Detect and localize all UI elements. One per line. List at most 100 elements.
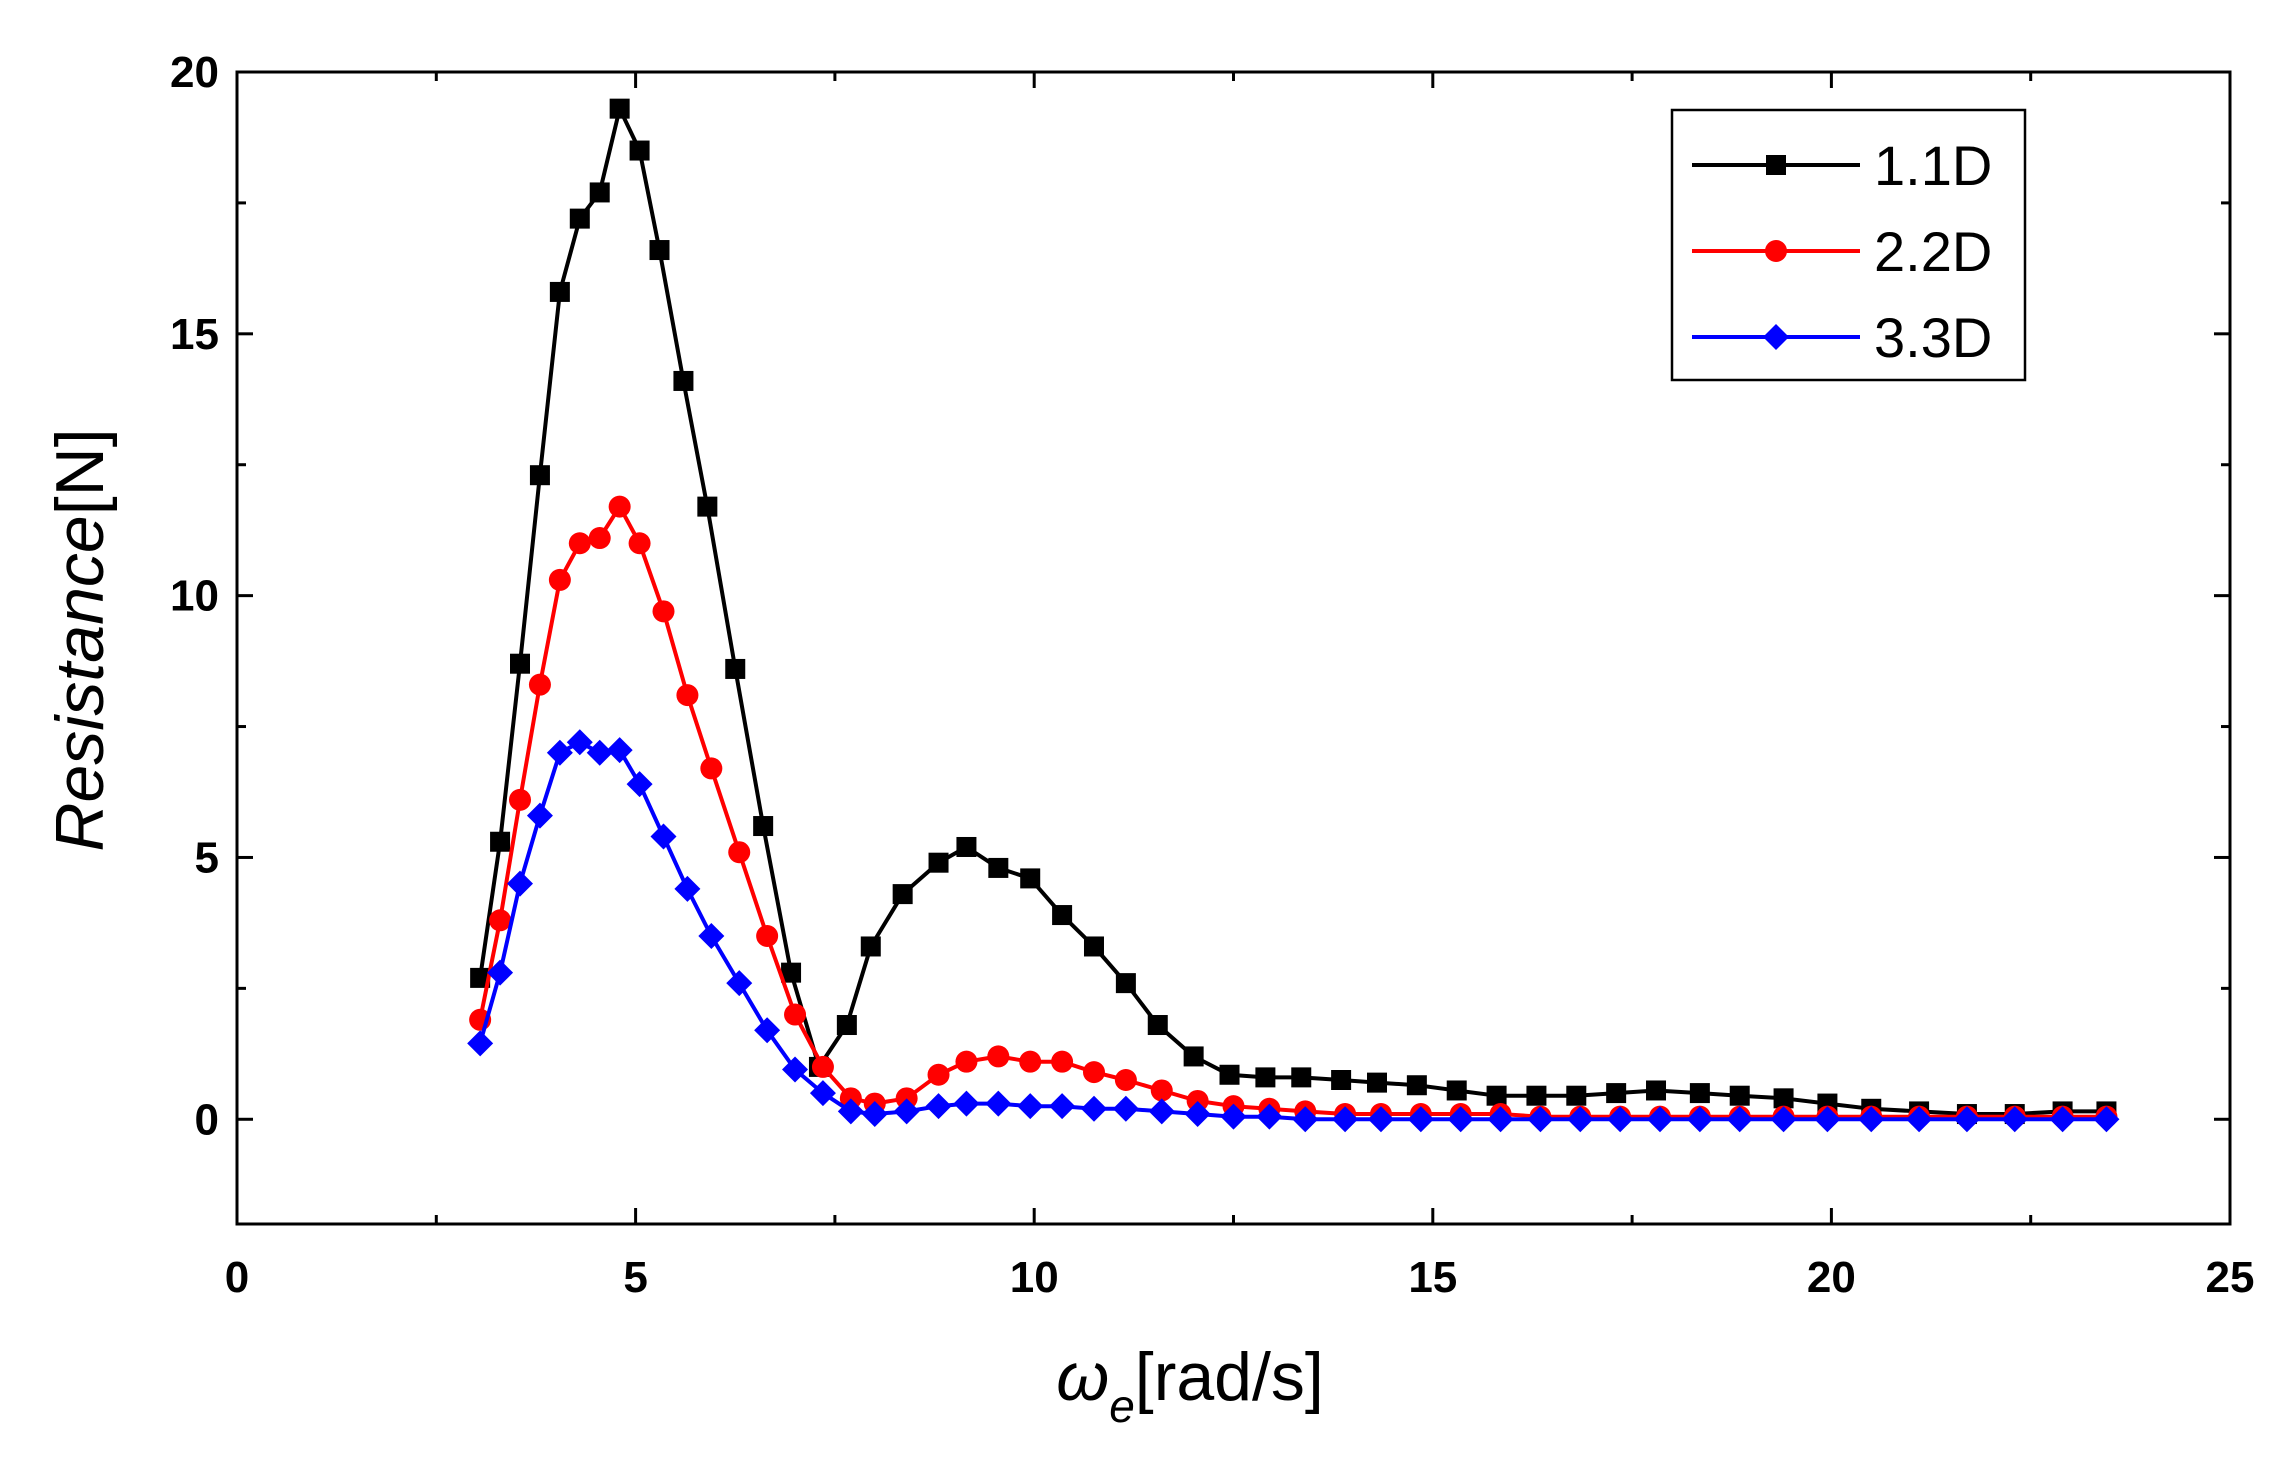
data-point-2.2D-27 <box>1186 1089 1209 1112</box>
data-point-1.1D-21 <box>988 857 1009 878</box>
data-point-3.3D-27 <box>1184 1101 1211 1128</box>
data-point-1.1D-25 <box>1115 973 1136 994</box>
data-point-3.3D-11 <box>698 923 725 949</box>
data-point-1.1D-3 <box>529 465 550 486</box>
data-point-2.2D-19 <box>927 1063 950 1086</box>
legend-label-1.1D: 1.1D <box>1874 134 1992 197</box>
data-point-1.1D-17 <box>860 936 881 957</box>
data-point-1.1D-11 <box>697 496 718 517</box>
data-point-2.2D-21 <box>987 1045 1010 1068</box>
data-point-1.1D-39 <box>1646 1080 1667 1101</box>
data-point-3.3D-2 <box>507 870 534 897</box>
data-point-3.3D-29 <box>1256 1103 1283 1130</box>
y-tick-label-1: 5 <box>195 833 219 882</box>
x-tick-label-0: 0 <box>225 1253 249 1302</box>
data-point-3.3D-37 <box>1567 1106 1594 1133</box>
data-point-2.2D-3 <box>528 673 551 696</box>
y-axis-title-unit: [N] <box>42 428 118 515</box>
data-point-2.2D-12 <box>728 841 751 864</box>
data-point-3.3D-30 <box>1292 1106 1319 1133</box>
data-point-1.1D-29 <box>1255 1067 1276 1088</box>
data-point-3.3D-14 <box>782 1056 809 1083</box>
x-tick-label-1: 5 <box>623 1253 647 1302</box>
data-point-1.1D-8 <box>629 140 650 161</box>
data-point-1.1D-1 <box>490 831 511 852</box>
y-tick-label-3: 15 <box>170 310 219 359</box>
legend-label-2.2D: 2.2D <box>1874 220 1992 283</box>
data-point-3.3D-25 <box>1112 1095 1139 1122</box>
data-point-1.1D-12 <box>725 658 746 679</box>
legend-marker-3.3D <box>1763 324 1789 350</box>
y-axis-title-italic: Resistance <box>42 515 118 851</box>
data-point-1.1D-20 <box>956 836 977 857</box>
y-tick-label-4: 20 <box>170 48 219 97</box>
data-point-1.1D-5 <box>569 208 590 229</box>
data-point-1.1D-41 <box>1729 1085 1750 1106</box>
data-point-3.3D-39 <box>1647 1106 1674 1133</box>
data-point-1.1D-18 <box>892 884 913 905</box>
data-point-3.3D-42 <box>1770 1106 1797 1133</box>
data-point-3.3D-36 <box>1527 1106 1554 1133</box>
data-point-1.1D-37 <box>1566 1085 1587 1106</box>
series-3.3D <box>467 729 2120 1133</box>
y-tick-label-0: 0 <box>195 1095 219 1144</box>
data-point-1.1D-16 <box>836 1015 857 1036</box>
data-point-2.2D-26 <box>1150 1079 1173 1102</box>
data-point-3.3D-32 <box>1367 1106 1394 1133</box>
data-point-2.2D-4 <box>548 568 571 591</box>
data-point-3.3D-0 <box>467 1030 494 1057</box>
data-point-1.1D-32 <box>1366 1072 1387 1093</box>
data-point-3.3D-48 <box>2049 1106 2076 1133</box>
data-point-2.2D-14 <box>784 1003 807 1026</box>
data-point-1.1D-7 <box>609 98 630 119</box>
data-point-1.1D-24 <box>1083 936 1104 957</box>
data-point-2.2D-1 <box>489 909 512 932</box>
data-point-2.2D-15 <box>811 1055 834 1078</box>
data-point-3.3D-40 <box>1686 1106 1713 1133</box>
data-point-3.3D-12 <box>726 970 753 997</box>
data-point-1.1D-10 <box>673 370 694 391</box>
series-layer <box>467 98 2120 1133</box>
data-point-2.2D-7 <box>608 495 631 518</box>
data-point-2.2D-22 <box>1019 1050 1042 1073</box>
data-point-3.3D-22 <box>1017 1093 1044 1120</box>
data-point-1.1D-9 <box>649 240 670 261</box>
data-point-2.2D-10 <box>676 684 699 707</box>
data-point-3.3D-15 <box>809 1080 836 1107</box>
data-point-1.1D-6 <box>589 182 610 203</box>
data-point-1.1D-13 <box>753 816 774 837</box>
data-point-1.1D-23 <box>1052 905 1073 926</box>
data-point-3.3D-19 <box>925 1093 952 1120</box>
legend-entries: 1.1D 2.2D 3.3D <box>1692 134 1992 369</box>
data-point-1.1D-33 <box>1406 1075 1427 1096</box>
data-point-1.1D-22 <box>1020 868 1041 889</box>
data-point-1.1D-42 <box>1773 1088 1794 1109</box>
data-point-1.1D-28 <box>1219 1064 1240 1085</box>
data-point-2.2D-20 <box>955 1050 978 1073</box>
data-point-3.3D-1 <box>487 959 514 986</box>
data-point-3.3D-41 <box>1726 1106 1753 1133</box>
data-point-1.1D-2 <box>510 653 531 674</box>
data-point-3.3D-3 <box>526 802 553 829</box>
axis-layer: 0 5 10 15 20 25 0 5 10 15 20 <box>170 48 2254 1302</box>
x-tick-label-2: 10 <box>1010 1253 1059 1302</box>
y-axis-title: Resistance[N] <box>42 428 118 851</box>
data-point-3.3D-6 <box>586 739 613 766</box>
data-point-3.3D-17 <box>861 1101 888 1128</box>
data-point-2.2D-11 <box>700 757 723 780</box>
data-point-1.1D-35 <box>1486 1085 1507 1106</box>
data-point-3.3D-9 <box>650 823 677 850</box>
data-point-2.2D-13 <box>756 925 779 947</box>
x-axis-title: ωe[rad/s] <box>1056 1339 1324 1432</box>
data-point-2.2D-6 <box>588 527 611 550</box>
x-tick-label-4: 20 <box>1807 1253 1856 1302</box>
data-point-3.3D-35 <box>1487 1106 1514 1133</box>
data-point-2.2D-18 <box>895 1087 918 1110</box>
data-point-2.2D-2 <box>509 788 532 811</box>
data-point-1.1D-38 <box>1606 1083 1627 1104</box>
data-point-1.1D-19 <box>928 852 949 873</box>
data-point-3.3D-38 <box>1607 1106 1634 1133</box>
data-point-3.3D-43 <box>1814 1106 1841 1133</box>
